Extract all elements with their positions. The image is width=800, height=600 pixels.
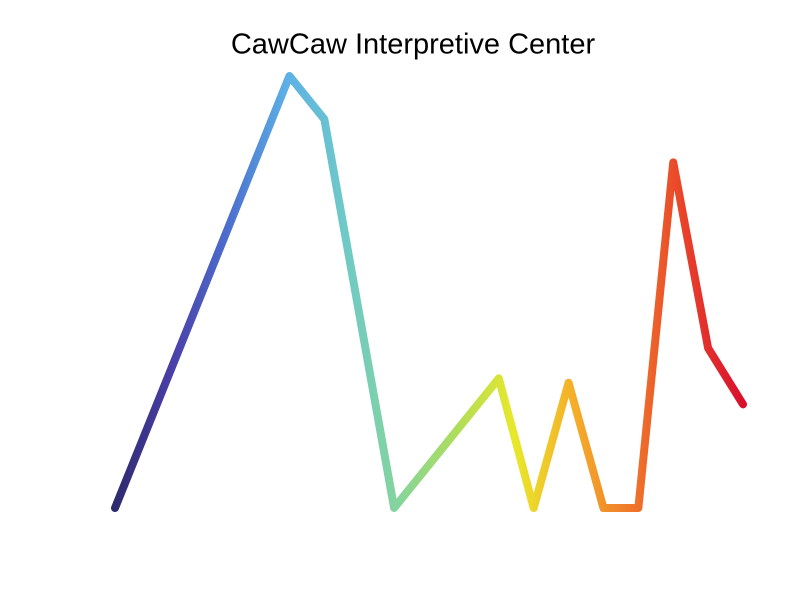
chart-title: CawCaw Interpretive Center bbox=[231, 29, 596, 61]
data-line bbox=[111, 72, 747, 512]
